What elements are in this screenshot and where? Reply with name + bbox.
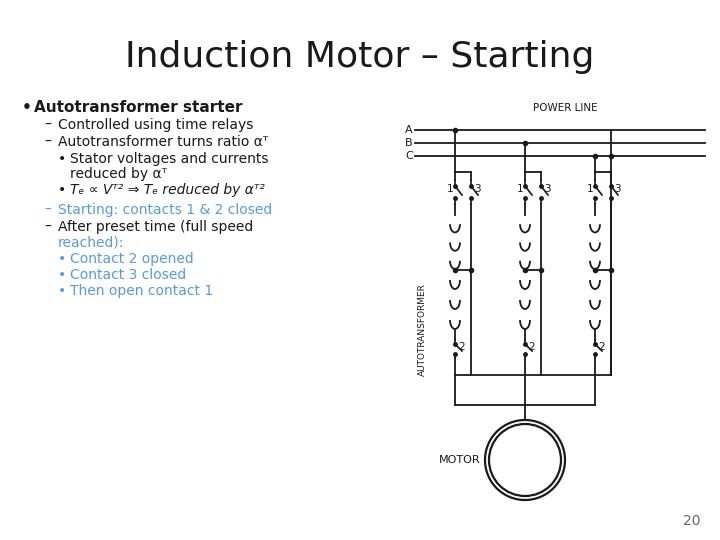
Text: POWER LINE: POWER LINE: [533, 103, 598, 113]
Text: 2: 2: [528, 342, 535, 352]
Text: AUTOTRANSFORMER: AUTOTRANSFORMER: [418, 284, 426, 376]
Text: •: •: [58, 152, 66, 166]
Text: Contact 3 closed: Contact 3 closed: [70, 268, 186, 282]
Text: Stator voltages and currents: Stator voltages and currents: [70, 152, 269, 166]
Text: 2: 2: [458, 342, 464, 352]
Text: reached):: reached):: [58, 235, 125, 249]
Text: reduced by αᵀ: reduced by αᵀ: [70, 167, 167, 181]
Text: 3: 3: [544, 184, 551, 194]
Text: MOTOR: MOTOR: [438, 455, 480, 465]
Text: –: –: [44, 203, 51, 217]
Text: –: –: [44, 220, 51, 234]
Text: •: •: [58, 183, 66, 197]
Text: A: A: [405, 125, 413, 135]
Text: After preset time (full speed: After preset time (full speed: [58, 220, 253, 234]
Text: Autotransformer turns ratio αᵀ: Autotransformer turns ratio αᵀ: [58, 135, 268, 149]
Text: Starting: contacts 1 & 2 closed: Starting: contacts 1 & 2 closed: [58, 203, 272, 217]
Text: 2: 2: [598, 342, 605, 352]
Text: 1: 1: [446, 184, 453, 194]
Text: –: –: [44, 118, 51, 132]
Text: –: –: [44, 135, 51, 149]
Text: •: •: [22, 100, 32, 115]
Text: •: •: [58, 252, 66, 266]
Text: 3: 3: [474, 184, 481, 194]
Text: C: C: [405, 151, 413, 161]
Text: 1: 1: [586, 184, 593, 194]
Text: B: B: [405, 138, 413, 148]
Text: Tₑ ∝ Vᵀ² ⇒ Tₑ reduced by αᵀ²: Tₑ ∝ Vᵀ² ⇒ Tₑ reduced by αᵀ²: [70, 183, 265, 197]
Text: 1: 1: [516, 184, 523, 194]
Text: 20: 20: [683, 514, 700, 528]
Text: Induction Motor – Starting: Induction Motor – Starting: [125, 40, 595, 74]
Text: Then open contact 1: Then open contact 1: [70, 284, 213, 298]
Text: Controlled using time relays: Controlled using time relays: [58, 118, 253, 132]
Text: Autotransformer starter: Autotransformer starter: [34, 100, 243, 115]
Text: Contact 2 opened: Contact 2 opened: [70, 252, 194, 266]
Text: 3: 3: [614, 184, 621, 194]
Text: •: •: [58, 268, 66, 282]
Text: •: •: [58, 284, 66, 298]
